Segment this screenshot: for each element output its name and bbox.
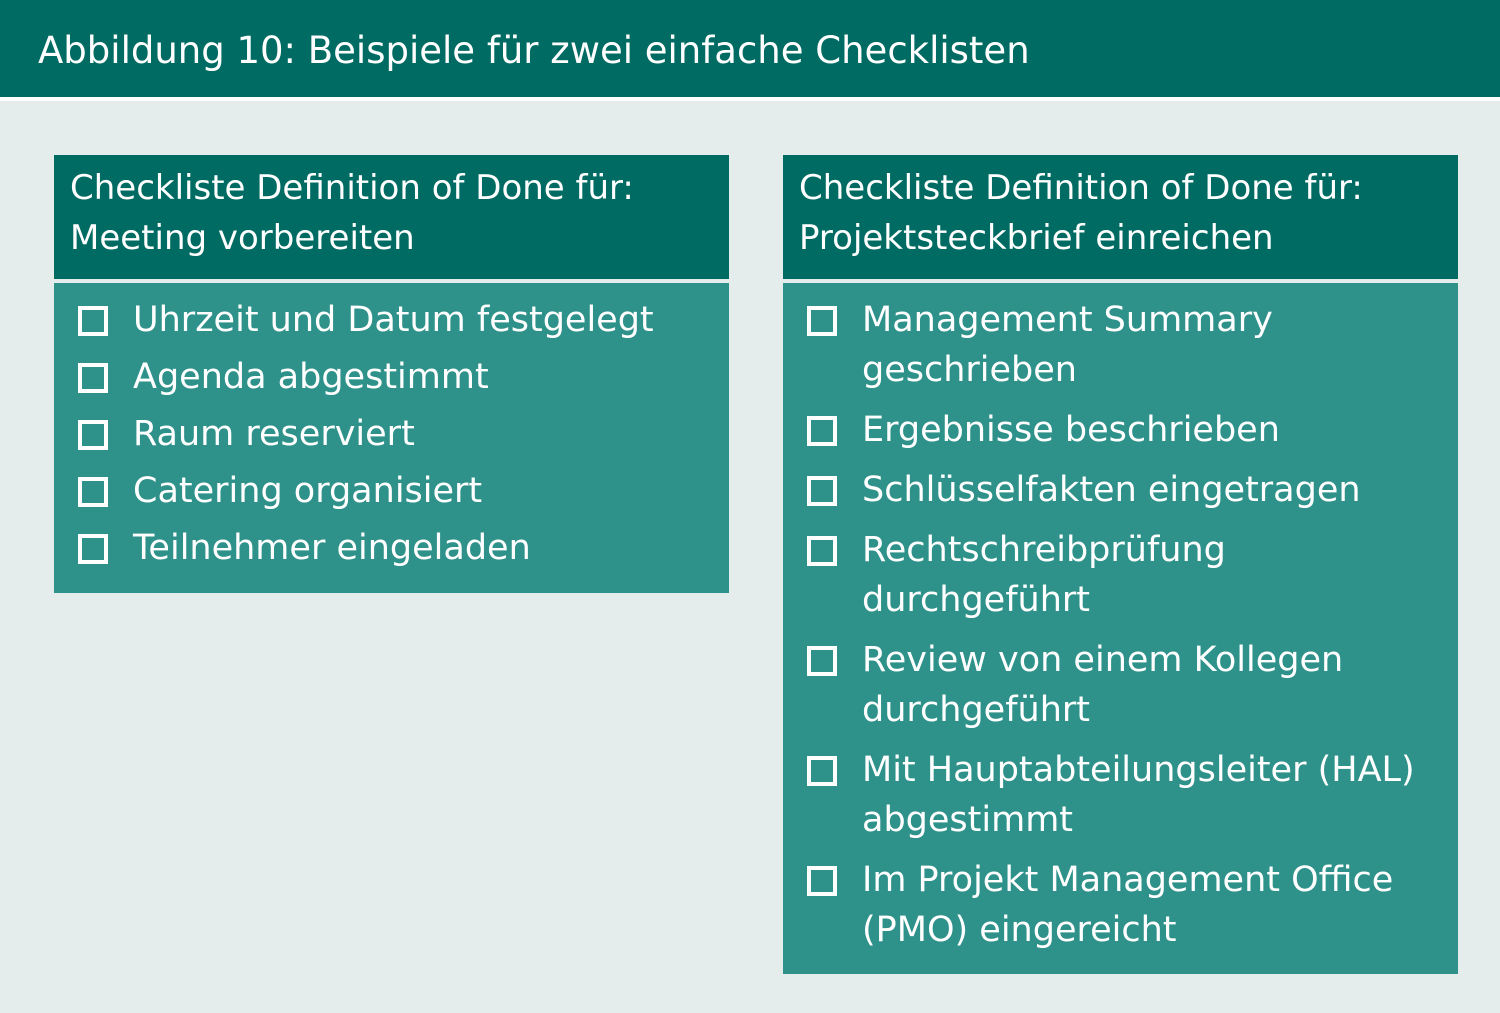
checklist-item-label: Review von einem Kollegen durchgeführt — [862, 640, 1344, 730]
checklist-item-label: Raum reserviert — [133, 414, 415, 454]
checkbox-icon[interactable] — [78, 363, 108, 393]
checklist-item: Catering organisiert — [78, 466, 719, 523]
checklist-item-label: Schlüsselfakten eingetragen — [862, 470, 1361, 510]
checklist-item: Raum reserviert — [78, 409, 719, 466]
checklist-item: Ergebnisse beschrieben — [807, 405, 1448, 455]
checklist-projektsteckbrief-items: Management Summary geschrieben Ergebniss… — [783, 283, 1458, 974]
checklist-item-label: Management Summary geschrieben — [862, 300, 1273, 390]
checkbox-icon[interactable] — [78, 306, 108, 336]
checkbox-icon[interactable] — [807, 756, 837, 786]
checklist-item: Management Summary geschrieben — [807, 295, 1448, 395]
checkbox-icon[interactable] — [78, 420, 108, 450]
checkbox-icon[interactable] — [78, 477, 108, 507]
panel-divider — [54, 279, 729, 283]
checklist-item: Agenda abgestimmt — [78, 352, 719, 409]
checklist-item-label: Catering organisiert — [133, 471, 483, 511]
checklist-item: Teilnehmer eingeladen — [78, 523, 719, 580]
checkbox-icon[interactable] — [807, 306, 837, 336]
figure-title: Abbildung 10: Beispiele für zwei einfach… — [38, 29, 1030, 72]
checkbox-icon[interactable] — [807, 416, 837, 446]
checklist-item: Schlüsselfakten eingetragen — [807, 465, 1448, 515]
checklist-header-line1: Checkliste Definition of Done für: — [70, 168, 634, 208]
checklist-item: Im Projekt Management Office (PMO) einge… — [807, 855, 1448, 955]
checklist-header-line2: Meeting vorbereiten — [70, 218, 415, 258]
checklist-item-label: Agenda abgestimmt — [133, 357, 489, 397]
checklist-item: Uhrzeit und Datum festgelegt — [78, 295, 719, 352]
checklist-item: Mit Hauptabteilungsleiter (HAL) abgestim… — [807, 745, 1448, 845]
checklist-item-label: Mit Hauptabteilungsleiter (HAL) abgestim… — [862, 750, 1415, 840]
title-bar: Abbildung 10: Beispiele für zwei einfach… — [0, 0, 1500, 101]
checklist-projektsteckbrief-header: Checkliste Definition of Done für: Proje… — [783, 155, 1458, 279]
checklist-item-label: Ergebnisse beschrieben — [862, 410, 1280, 450]
checklist-header-line2: Projektsteckbrief einreichen — [799, 218, 1274, 258]
checklist-item-label: Teilnehmer eingeladen — [133, 528, 531, 568]
checklist-meeting-items: Uhrzeit und Datum festgelegt Agenda abge… — [54, 283, 729, 593]
checklist-item-label: Im Projekt Management Office (PMO) einge… — [862, 860, 1394, 950]
checklist-meeting-header: Checkliste Definition of Done für: Meeti… — [54, 155, 729, 279]
checklist-projektsteckbrief-panel: Checkliste Definition of Done für: Proje… — [783, 155, 1458, 974]
checklist-item-label: Uhrzeit und Datum festgelegt — [133, 300, 654, 340]
checkbox-icon[interactable] — [78, 534, 108, 564]
checklist-item: Review von einem Kollegen durchgeführt — [807, 635, 1448, 735]
checkbox-icon[interactable] — [807, 646, 837, 676]
checkbox-icon[interactable] — [807, 536, 837, 566]
panel-divider — [783, 279, 1458, 283]
checkbox-icon[interactable] — [807, 866, 837, 896]
checklist-item-label: Rechtschreibprüfung durchgeführt — [862, 530, 1226, 620]
checklist-meeting-panel: Checkliste Definition of Done für: Meeti… — [54, 155, 729, 593]
checklist-header-line1: Checkliste Definition of Done für: — [799, 168, 1363, 208]
checkbox-icon[interactable] — [807, 476, 837, 506]
checklist-item: Rechtschreibprüfung durchgeführt — [807, 525, 1448, 625]
